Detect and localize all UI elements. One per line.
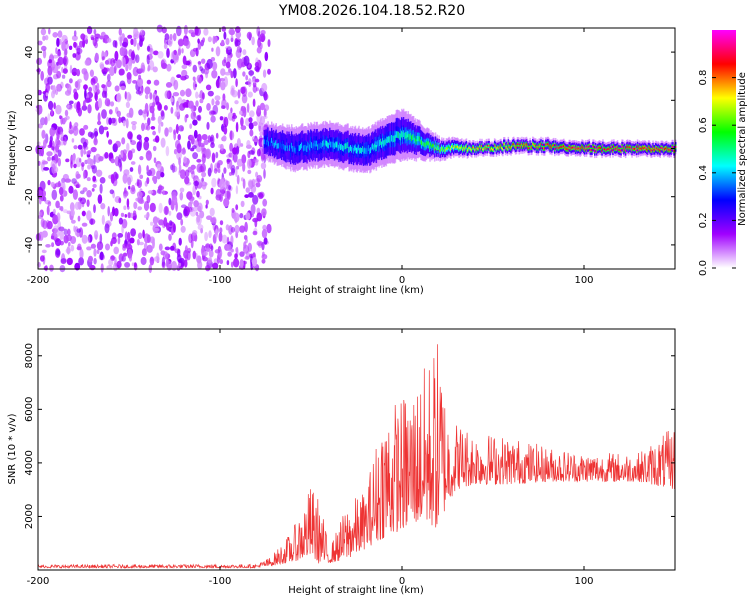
spectrogram-x-label: Height of straight line (km) — [288, 285, 424, 296]
x-tick-label: 0 — [399, 576, 405, 587]
y-tick-label: 6000 — [24, 397, 35, 422]
y-tick-label: 2000 — [24, 504, 35, 529]
snr-y-label: SNR (10 * v/v) — [7, 413, 18, 484]
colorbar-ticks: 0.0 0.2 0.4 0.6 0.8 — [698, 70, 736, 276]
snr-x-ticks: -200 -100 0 100 — [27, 329, 594, 587]
y-tick-label: 20 — [24, 94, 35, 107]
snr-x-label: Height of straight line (km) — [288, 585, 424, 596]
snr-line — [38, 344, 675, 570]
y-tick-label: 40 — [24, 46, 35, 59]
colorbar-gradient — [712, 30, 736, 268]
y-tick-label: 8000 — [24, 343, 35, 368]
spectrogram-y-label: Frequency (Hz) — [7, 110, 18, 186]
colorbar-label: Normalized spectral amplitude — [737, 72, 748, 226]
figure-title: YM08.2026.104.18.52.R20 — [278, 3, 465, 19]
x-tick-label: 0 — [399, 275, 405, 286]
colorbar: 0.0 0.2 0.4 0.6 0.8 Normalized spectral ampl… — [698, 30, 748, 276]
colorbar-tick-label: 0.8 — [698, 70, 709, 86]
snr-series — [38, 344, 675, 570]
colorbar-tick-label: 0.2 — [698, 212, 709, 228]
x-tick-label: -200 — [27, 576, 50, 587]
y-tick-label: 0 — [24, 145, 35, 151]
y-tick-label: -20 — [24, 189, 35, 205]
x-tick-label: 100 — [574, 576, 593, 587]
colorbar-tick-label: 0.6 — [698, 117, 709, 133]
spectrogram-y-ticks: -40 -20 0 20 40 — [24, 46, 675, 253]
snr-frame — [37, 328, 676, 571]
snr-panel: -200 -100 0 100 2000 4000 6000 8000 Height of … — [7, 328, 676, 596]
x-tick-label: -100 — [209, 275, 232, 286]
spectrogram-x-ticks: -200 -100 0 100 — [27, 28, 594, 286]
y-tick-label: -40 — [24, 237, 35, 253]
colorbar-tick-label: 0.0 — [698, 260, 709, 276]
colorbar-tick-label: 0.4 — [698, 165, 709, 181]
x-tick-label: 100 — [574, 275, 593, 286]
spectrogram-heatmap — [35, 24, 677, 274]
x-tick-label: -100 — [209, 576, 232, 587]
x-tick-label: -200 — [27, 275, 50, 286]
snr-y-ticks: 2000 4000 6000 8000 — [24, 343, 675, 529]
y-tick-label: 4000 — [24, 450, 35, 475]
